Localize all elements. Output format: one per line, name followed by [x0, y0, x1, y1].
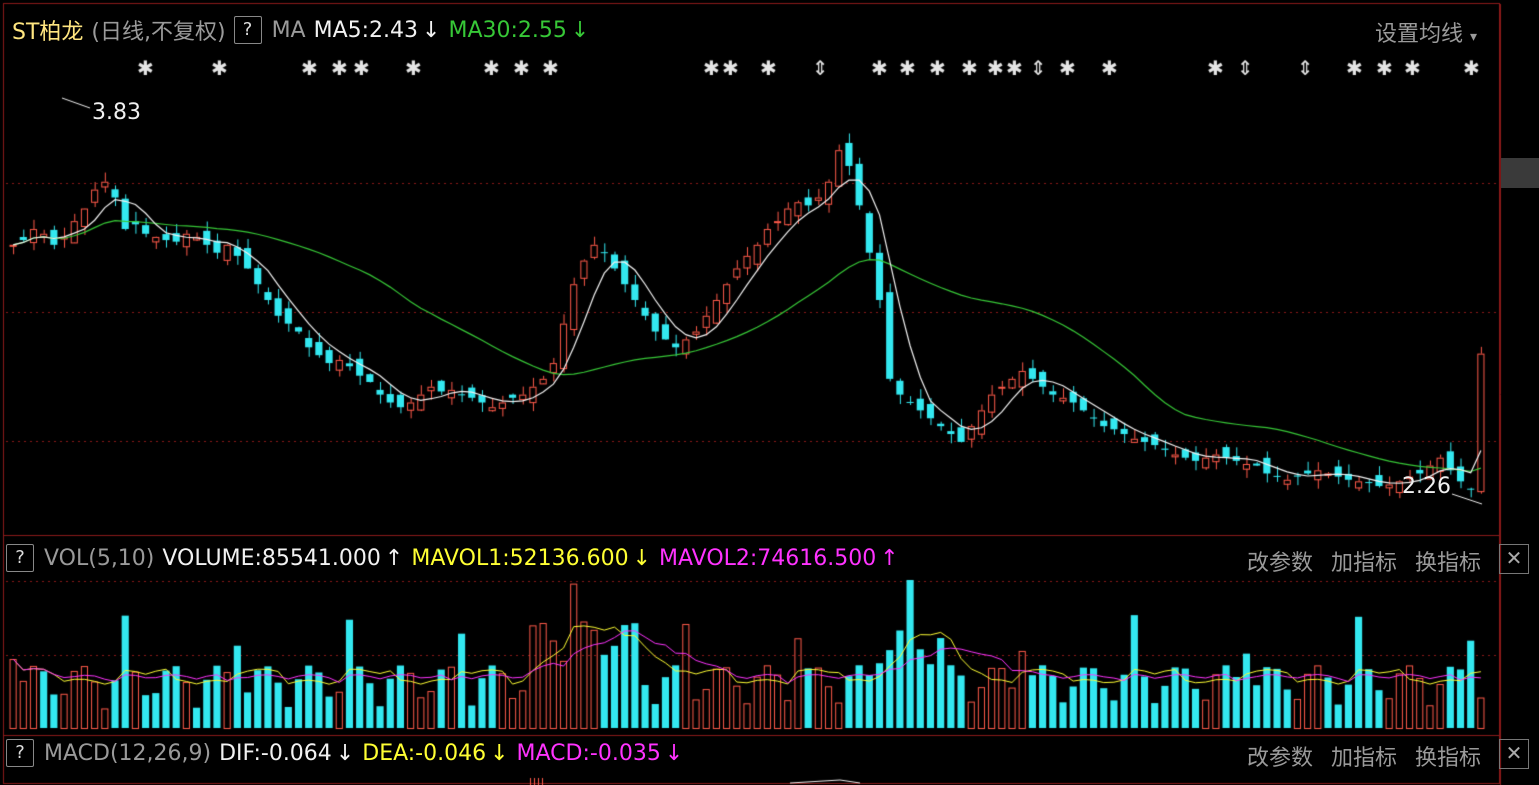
ma5-arrow-icon: ↓	[422, 17, 441, 43]
ma-label: MA	[271, 17, 306, 43]
macd-header: ? MACD(12,26,9) DIF:-0.064 ↓ DEA:-0.046 …	[6, 736, 691, 770]
ma5-value: MA5:2.43	[313, 17, 419, 43]
dif-value: DIF:-0.064	[219, 740, 332, 766]
set-ma-button[interactable]: 设置均线 ▾	[1375, 16, 1477, 48]
mavol1-arrow-icon: ↓	[632, 545, 652, 571]
macd-swap-indicator[interactable]: 换指标	[1414, 746, 1481, 771]
mavol2-value: MAVOL2:74616.500	[659, 545, 877, 571]
mavol2-arrow-icon: ↑	[880, 545, 899, 571]
high-price-label: 3.83	[92, 100, 141, 125]
set-ma-label: 设置均线	[1374, 22, 1463, 47]
ma30-arrow-icon: ↓	[570, 17, 590, 43]
dea-arrow-icon: ↓	[490, 740, 509, 766]
macd-arrow-icon: ↓	[664, 740, 684, 766]
mavol1-value: MAVOL1:52136.600	[411, 545, 629, 571]
volume-help-button[interactable]: ?	[6, 544, 34, 572]
volume-arrow-icon: ↑	[384, 545, 404, 571]
macd-controls: 改参数 加指标 换指标	[1247, 740, 1481, 772]
dea-value: DEA:-0.046	[362, 740, 487, 766]
macd-indicator-name: MACD(12,26,9)	[44, 740, 212, 766]
volume-close-icon[interactable]: ✕	[1499, 544, 1529, 574]
volume-header: ? VOL(5,10) VOLUME:85541.000 ↑ MAVOL1:52…	[6, 541, 907, 575]
volume-controls: 改参数 加指标 换指标	[1247, 545, 1481, 577]
volume-swap-indicator[interactable]: 换指标	[1414, 551, 1481, 576]
scrollbar-thumb[interactable]	[1501, 158, 1539, 188]
volume-value: VOLUME:85541.000	[162, 545, 381, 571]
volume-change-params[interactable]: 改参数	[1246, 551, 1313, 576]
chart-mode: (日线,不复权)	[91, 20, 226, 45]
dif-arrow-icon: ↓	[335, 740, 355, 766]
caret-down-icon: ▾	[1469, 29, 1477, 45]
macd-value: MACD:-0.035	[516, 740, 661, 766]
macd-help-button[interactable]: ?	[6, 739, 34, 767]
macd-change-params[interactable]: 改参数	[1246, 746, 1313, 771]
price-header: ST柏龙 (日线,不复权) ? MA MA5:2.43 ↓ MA30:2.55 …	[12, 13, 597, 47]
macd-add-indicator[interactable]: 加指标	[1330, 746, 1397, 771]
ma30-value: MA30:2.55	[448, 17, 567, 43]
stock-name: ST柏龙	[12, 20, 84, 45]
macd-close-icon[interactable]: ✕	[1499, 739, 1529, 769]
volume-add-indicator[interactable]: 加指标	[1330, 551, 1397, 576]
volume-indicator-name: VOL(5,10)	[44, 545, 155, 571]
help-button[interactable]: ?	[233, 16, 262, 44]
low-price-label: 2.26	[1402, 474, 1451, 499]
